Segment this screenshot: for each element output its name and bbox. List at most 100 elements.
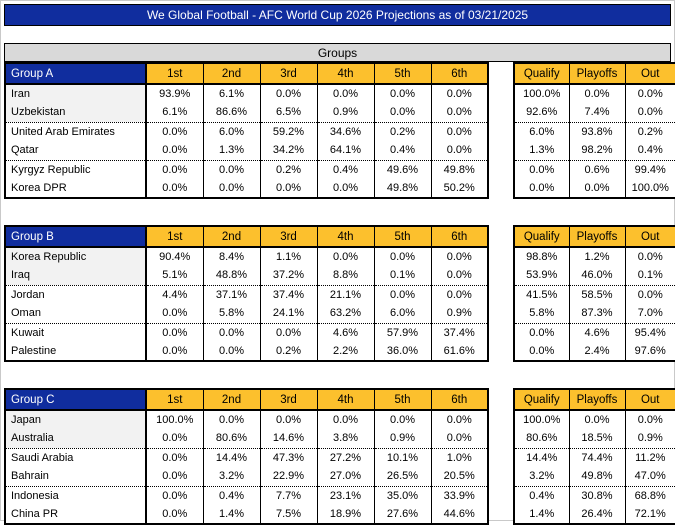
outcome-prob-cell: 0.0%: [568, 84, 625, 103]
group-label: Group C: [5, 389, 146, 411]
outcome-prob-cell: 80.6%: [514, 429, 569, 449]
outcome-prob-cell: 1.2%: [568, 247, 625, 266]
position-prob-cell: 61.6%: [430, 342, 488, 361]
outcome-header: Playoffs: [568, 226, 625, 248]
position-prob-cell: 44.6%: [430, 505, 488, 524]
position-prob-cell: 3.2%: [202, 467, 260, 487]
position-prob-cell: 34.6%: [316, 122, 374, 141]
team-name: Oman: [5, 304, 146, 324]
team-name: Kyrgyz Republic: [11, 163, 91, 176]
outcome-row: 41.5% 58.5% 0.0%: [514, 285, 675, 304]
position-prob-cell: 0.0%: [430, 247, 488, 266]
outcome-row: 1.3% 98.2% 0.4%: [514, 141, 675, 161]
position-header: 1st: [145, 226, 203, 248]
position-prob-cell: 0.0%: [373, 410, 431, 429]
position-prob-cell: 0.0%: [259, 179, 317, 198]
outcome-prob-cell: 74.4%: [568, 448, 625, 467]
outcome-prob-cell: 11.2%: [624, 448, 675, 467]
position-prob-cell: 14.6%: [259, 429, 317, 449]
position-prob-cell: 0.0%: [316, 247, 374, 266]
position-prob-cell: 0.0%: [145, 160, 203, 179]
header-row: Group B 1st 2nd 3rd 4th 5th 6th: [5, 226, 488, 248]
position-header: 5th: [373, 389, 431, 411]
team-row: Iran 93.9% 6.1% 0.0% 0.0% 0.0% 0.0%: [5, 84, 488, 103]
outcome-prob-cell: 72.1%: [624, 505, 675, 524]
position-prob-cell: 26.5%: [373, 467, 431, 487]
position-prob-cell: 48.8%: [202, 266, 260, 286]
team-name: Japan: [5, 410, 146, 429]
position-prob-cell: 47.3%: [259, 448, 317, 467]
outcome-prob-cell: 0.0%: [529, 326, 555, 339]
position-prob-cell: 0.0%: [145, 486, 203, 505]
position-prob-cell: 0.0%: [145, 467, 203, 487]
group-section: Group A 1st 2nd 3rd 4th 5th 6th Iran 93.9% 6.1% 0.…: [4, 62, 675, 199]
position-prob-cell: 80.6%: [202, 429, 260, 449]
groups-container: Group A 1st 2nd 3rd 4th 5th 6th Iran 93.9% 6.1% 0.…: [4, 62, 675, 525]
team-name: United Arab Emirates: [11, 125, 115, 138]
team-name: Saudi Arabia: [11, 451, 74, 464]
team-row: Australia 0.0% 80.6% 14.6% 3.8% 0.9% 0.0%: [5, 429, 488, 449]
position-prob-cell: 63.2%: [316, 304, 374, 324]
position-prob-cell: 0.0%: [145, 448, 203, 467]
group-label: Group A: [5, 63, 146, 85]
position-prob-cell: 0.0%: [145, 505, 203, 524]
report-title-bar: We Global Football - AFC World Cup 2026 …: [4, 4, 671, 26]
outcome-prob-cell: 0.0%: [624, 84, 675, 103]
position-prob-cell: 0.0%: [145, 122, 203, 141]
position-prob-cell: 37.4%: [259, 285, 317, 304]
position-prob-cell: 27.0%: [316, 467, 374, 487]
outcome-row: 53.9% 46.0% 0.1%: [514, 266, 675, 286]
header-row: Group C 1st 2nd 3rd 4th 5th 6th: [5, 389, 488, 411]
position-prob-cell: 22.9%: [259, 467, 317, 487]
position-prob-cell: 0.0%: [145, 304, 203, 324]
position-prob-cell: 0.9%: [373, 429, 431, 449]
outcome-row: 0.0% 0.0% 100.0%: [514, 179, 675, 198]
outcome-prob-cell: 0.0%: [624, 247, 675, 266]
outcome-header: Playoffs: [568, 389, 625, 411]
position-prob-cell: 0.9%: [316, 103, 374, 123]
position-prob-cell: 0.4%: [316, 160, 374, 179]
position-prob-cell: 0.2%: [373, 122, 431, 141]
team-name: Uzbekistan: [5, 103, 146, 123]
outcome-prob-cell: 0.1%: [624, 266, 675, 286]
position-header: 3rd: [259, 389, 317, 411]
position-prob-cell: 0.0%: [316, 84, 374, 103]
outcome-prob-cell: 0.0%: [568, 179, 625, 198]
outcome-row: 3.2% 49.8% 47.0%: [514, 467, 675, 487]
group-outcomes-table: Qualify Playoffs Out 98.8% 1.2% 0.0% 53.9% 46.0…: [513, 225, 675, 362]
outcome-prob-cell: 0.4%: [624, 141, 675, 161]
outcome-row: 80.6% 18.5% 0.9%: [514, 429, 675, 449]
team-name: Indonesia: [11, 489, 59, 502]
outcome-row: 1.4% 26.4% 72.1%: [514, 505, 675, 524]
team-row: Japan 100.0% 0.0% 0.0% 0.0% 0.0% 0.0%: [5, 410, 488, 429]
position-prob-cell: 6.0%: [373, 304, 431, 324]
header-row: Qualify Playoffs Out: [514, 389, 675, 411]
position-prob-cell: 6.5%: [259, 103, 317, 123]
position-prob-cell: 6.1%: [202, 84, 260, 103]
outcome-header: Out: [624, 63, 675, 85]
outcome-prob-cell: 95.4%: [624, 323, 675, 342]
position-prob-cell: 0.0%: [430, 122, 488, 141]
outcome-prob-cell: 0.4%: [529, 489, 555, 502]
position-prob-cell: 0.0%: [430, 285, 488, 304]
position-prob-cell: 0.0%: [430, 84, 488, 103]
outcome-prob-cell: 58.5%: [568, 285, 625, 304]
position-prob-cell: 34.2%: [259, 141, 317, 161]
outcome-row: 100.0% 0.0% 0.0%: [514, 410, 675, 429]
outcome-row: 100.0% 0.0% 0.0%: [514, 84, 675, 103]
position-prob-cell: 1.1%: [259, 247, 317, 266]
outcome-prob-cell: 6.0%: [529, 125, 555, 138]
group-positions-table: Group A 1st 2nd 3rd 4th 5th 6th Iran 93.9% 6.1% 0.…: [4, 62, 489, 199]
team-row: Korea Republic 90.4% 8.4% 1.1% 0.0% 0.0% 0.0%: [5, 247, 488, 266]
outcome-prob-cell: 0.6%: [568, 160, 625, 179]
outcome-row: 6.0% 93.8% 0.2%: [514, 122, 675, 141]
outcome-row: 98.8% 1.2% 0.0%: [514, 247, 675, 266]
outcome-prob-cell: 100.0%: [523, 88, 561, 100]
outcome-row: 0.0% 0.6% 99.4%: [514, 160, 675, 179]
outcome-prob-cell: 1.4%: [529, 508, 555, 520]
position-prob-cell: 0.0%: [202, 323, 260, 342]
team-name: Palestine: [11, 345, 57, 357]
position-prob-cell: 1.3%: [202, 141, 260, 161]
team-name: Iran: [5, 84, 146, 103]
position-prob-cell: 5.8%: [202, 304, 260, 324]
